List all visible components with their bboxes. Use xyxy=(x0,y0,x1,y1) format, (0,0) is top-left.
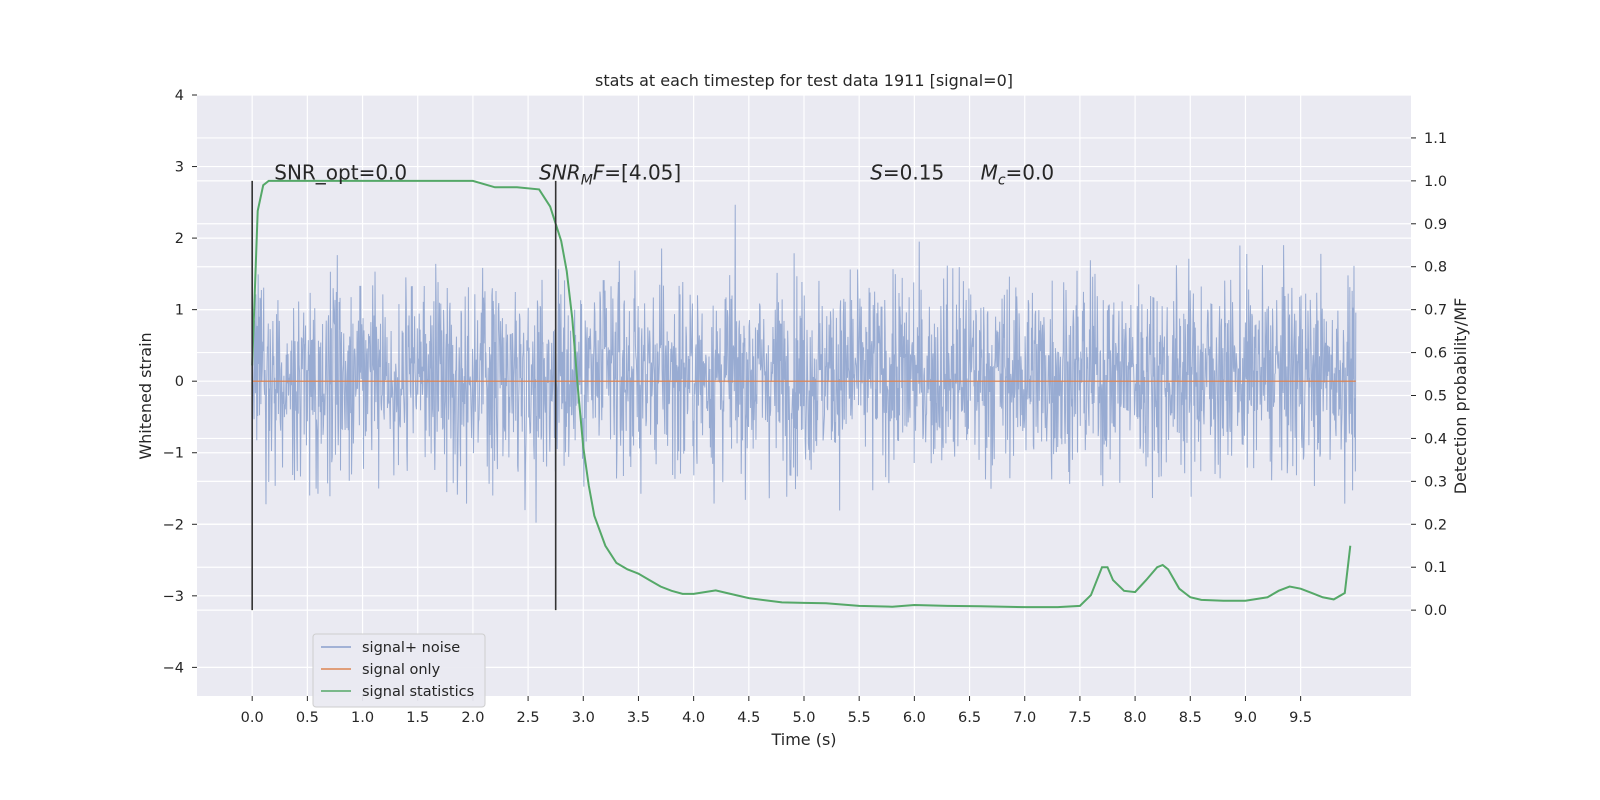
x-tick-label: 8.0 xyxy=(1124,710,1147,726)
x-tick-label: 7.0 xyxy=(1013,710,1036,726)
y-tick-label: 1 xyxy=(175,303,184,319)
y2-tick-label: 0.0 xyxy=(1424,603,1447,619)
series-line-signal-statistics xyxy=(251,179,1352,609)
legend-label-signal-plus-noise: signal+ noise xyxy=(362,640,460,656)
x-tick-label: 1.0 xyxy=(351,710,374,726)
y2-tick-label: 0.4 xyxy=(1424,431,1447,447)
y-tick-label: −1 xyxy=(163,446,184,462)
y2-axis-ticks: 0.0 0.1 0.2 0.3 0.4 0.5 0.6 0.7 0.8 0.9 1.0 1.1 xyxy=(1411,131,1447,619)
y-tick-label: 3 xyxy=(175,160,184,176)
x-tick-label: 9.5 xyxy=(1289,710,1312,726)
x-tick-label: 2.5 xyxy=(517,710,540,726)
annotation-label: S=0.15 xyxy=(870,160,944,184)
chart-title: stats at each timestep for test data 191… xyxy=(595,71,1013,90)
x-tick-label: 7.5 xyxy=(1068,710,1091,726)
series-signal-statistics xyxy=(251,179,1352,609)
y-tick-label: −2 xyxy=(163,517,184,533)
annotation-label: Mc=0.0 xyxy=(981,160,1055,188)
y-axis-title: Whitened strain xyxy=(136,332,155,459)
x-tick-label: 6.0 xyxy=(903,710,926,726)
y2-axis-title: Detection probability/MF xyxy=(1451,298,1470,495)
y-tick-label: 2 xyxy=(175,231,184,247)
x-axis-title: Time (s) xyxy=(770,730,836,749)
x-tick-label: 9.0 xyxy=(1234,710,1257,726)
x-tick-label: 8.5 xyxy=(1179,710,1202,726)
annotations: SNR_opt=0.0 SNRMF=[4.05] S=0.15 Mc=0.0 xyxy=(274,160,1054,188)
x-axis-ticks: 0.0 0.5 1.0 1.5 2.0 2.5 3.0 3.5 4.0 4.5 5.0 5.5 6.0 6… xyxy=(241,696,1312,726)
x-tick-label: 3.0 xyxy=(572,710,595,726)
x-tick-label: 3.5 xyxy=(627,710,650,726)
y-axis-ticks: −4 −3 −2 −1 0 1 2 3 4 xyxy=(163,88,197,676)
y-tick-label: −4 xyxy=(163,660,184,676)
x-tick-label: 5.0 xyxy=(792,710,815,726)
y2-tick-label: 1.1 xyxy=(1424,131,1447,147)
x-tick-label: 0.5 xyxy=(296,710,319,726)
x-tick-label: 4.0 xyxy=(682,710,705,726)
y2-tick-label: 0.6 xyxy=(1424,346,1447,362)
vertical-markers xyxy=(251,180,557,611)
legend: signal+ noise signal only signal statist… xyxy=(312,633,486,708)
y2-tick-label: 0.2 xyxy=(1424,517,1447,533)
annotation-label: SNR_opt=0.0 xyxy=(274,160,407,184)
series-signal-plus-noise xyxy=(251,204,1357,523)
y-tick-label: 4 xyxy=(175,88,184,104)
x-tick-label: 2.0 xyxy=(461,710,484,726)
legend-label-signal-only: signal only xyxy=(362,662,441,678)
legend-box xyxy=(312,633,486,708)
x-tick-label: 1.5 xyxy=(406,710,429,726)
y-tick-label: −3 xyxy=(163,589,184,605)
x-tick-label: 4.5 xyxy=(737,710,760,726)
y2-tick-label: 0.3 xyxy=(1424,474,1447,490)
annotation-label: SNRMF=[4.05] xyxy=(539,160,681,188)
y2-tick-label: 0.7 xyxy=(1424,303,1447,319)
y2-tick-label: 0.1 xyxy=(1424,560,1447,576)
y-tick-label: 0 xyxy=(175,374,184,390)
x-tick-label: 0.0 xyxy=(241,710,264,726)
y2-tick-label: 0.9 xyxy=(1424,217,1447,233)
y2-tick-label: 0.5 xyxy=(1424,389,1447,405)
y2-tick-label: 0.8 xyxy=(1424,260,1447,276)
x-tick-label: 5.5 xyxy=(848,710,871,726)
legend-label-signal-statistics: signal statistics xyxy=(362,684,474,700)
y2-tick-label: 1.0 xyxy=(1424,174,1447,190)
series-line-signal-plus-noise xyxy=(251,204,1357,523)
x-tick-label: 6.5 xyxy=(958,710,981,726)
